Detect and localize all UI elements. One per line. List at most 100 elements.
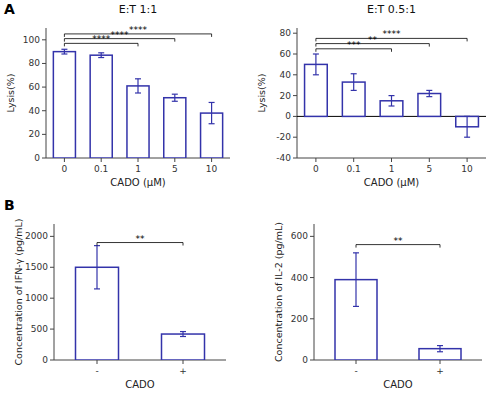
error-stem bbox=[137, 79, 138, 93]
y-tick-label: 200 bbox=[291, 314, 308, 324]
marks bbox=[53, 49, 222, 158]
error-cap bbox=[464, 116, 470, 117]
y-axis bbox=[314, 224, 315, 360]
y-tick-label: 1500 bbox=[25, 262, 48, 272]
marks bbox=[305, 54, 479, 137]
error-stem bbox=[353, 74, 354, 91]
significance-tick bbox=[64, 43, 65, 46]
error-cap bbox=[351, 90, 357, 91]
error-stem bbox=[182, 332, 183, 337]
error-stem bbox=[467, 116, 468, 137]
y-axis-label: Concentration of IFN-γ (pg/mL) bbox=[13, 218, 24, 365]
y-tick bbox=[42, 63, 46, 64]
error-cap bbox=[389, 105, 395, 106]
error-cap bbox=[61, 49, 67, 50]
x-tick bbox=[391, 158, 392, 162]
x-axis-label: CADO bbox=[125, 379, 155, 390]
error-cap bbox=[180, 336, 186, 337]
x-tick bbox=[356, 360, 357, 364]
y-axis-label: Concentration of IL-2 (pg/mL) bbox=[273, 222, 284, 362]
x-tick bbox=[97, 360, 98, 364]
panel-label: A bbox=[4, 1, 15, 17]
significance-tick bbox=[440, 245, 441, 248]
error-stem bbox=[174, 94, 175, 101]
background bbox=[0, 0, 500, 403]
significance-tick bbox=[391, 49, 392, 52]
x-tick bbox=[467, 158, 468, 162]
significance-label: ** bbox=[368, 35, 378, 45]
y-tick bbox=[293, 74, 297, 75]
y-axis bbox=[54, 224, 55, 360]
x-tick-label: 10 bbox=[206, 164, 218, 174]
error-cap bbox=[437, 345, 443, 346]
error-cap bbox=[94, 288, 100, 289]
error-cap bbox=[209, 102, 215, 103]
error-bar bbox=[351, 74, 357, 91]
error-cap bbox=[209, 123, 215, 124]
x-tick bbox=[353, 158, 354, 162]
y-axis-label: Lysis(%) bbox=[256, 73, 267, 112]
bar bbox=[127, 86, 149, 158]
y-tick-label: 20 bbox=[29, 129, 41, 139]
error-cap bbox=[61, 53, 67, 54]
error-bar bbox=[61, 49, 67, 54]
y-axis bbox=[297, 28, 298, 158]
x-tick-label: + bbox=[179, 366, 187, 376]
x-tick-label: 0 bbox=[62, 164, 68, 174]
x-tick-label: 0.1 bbox=[347, 164, 361, 174]
bar bbox=[53, 52, 75, 158]
x-tick-label: 0.1 bbox=[94, 164, 108, 174]
error-bar bbox=[353, 253, 359, 307]
marks bbox=[335, 253, 461, 360]
y-axis-label: Lysis(%) bbox=[5, 73, 16, 112]
y-tick bbox=[42, 39, 46, 40]
error-cap bbox=[389, 95, 395, 96]
significance-tick bbox=[315, 38, 316, 41]
x-tick bbox=[183, 360, 184, 364]
y-tick-label: -40 bbox=[276, 153, 291, 163]
x-axis-label: CADO (μM) bbox=[110, 177, 165, 188]
y-tick-label: 100 bbox=[23, 35, 40, 45]
y-tick bbox=[310, 360, 314, 361]
y-tick-label: 600 bbox=[291, 231, 308, 241]
error-bar bbox=[313, 54, 319, 75]
error-cap bbox=[426, 90, 432, 91]
error-bar bbox=[135, 79, 141, 93]
panel: -40-2002040608000.11510*********CADO (μM… bbox=[256, 3, 486, 188]
y-tick bbox=[310, 277, 314, 278]
y-tick-label: 60 bbox=[29, 82, 41, 92]
error-bar bbox=[94, 246, 100, 289]
x-tick bbox=[64, 158, 65, 162]
x-tick-label: 5 bbox=[172, 164, 178, 174]
significance-tick bbox=[174, 39, 175, 42]
significance-label: **** bbox=[129, 25, 148, 35]
significance-tick bbox=[211, 34, 212, 37]
error-cap bbox=[351, 73, 357, 74]
bar bbox=[418, 94, 441, 117]
x-tick-label: 5 bbox=[426, 164, 432, 174]
error-bar bbox=[437, 346, 443, 352]
panel: 02040608010000.11510************CADO (μM… bbox=[4, 1, 230, 188]
x-tick bbox=[211, 158, 212, 162]
x-tick bbox=[440, 360, 441, 364]
significance-tick bbox=[315, 49, 316, 52]
error-cap bbox=[464, 137, 470, 138]
error-cap bbox=[172, 101, 178, 102]
error-stem bbox=[315, 54, 316, 75]
y-tick bbox=[50, 298, 54, 299]
y-tick bbox=[293, 95, 297, 96]
bar bbox=[164, 98, 186, 158]
x-tick-label: 1 bbox=[135, 164, 141, 174]
bar bbox=[162, 334, 205, 360]
y-tick-label: -20 bbox=[276, 132, 291, 142]
y-tick bbox=[310, 236, 314, 237]
y-tick-label: 0 bbox=[285, 111, 291, 121]
y-tick bbox=[50, 236, 54, 237]
y-tick-label: 500 bbox=[31, 324, 48, 334]
error-stem bbox=[101, 53, 102, 58]
y-axis bbox=[46, 28, 47, 158]
error-cap bbox=[98, 57, 104, 58]
y-tick bbox=[42, 134, 46, 135]
y-tick-label: 400 bbox=[291, 273, 308, 283]
x-tick bbox=[138, 158, 139, 162]
